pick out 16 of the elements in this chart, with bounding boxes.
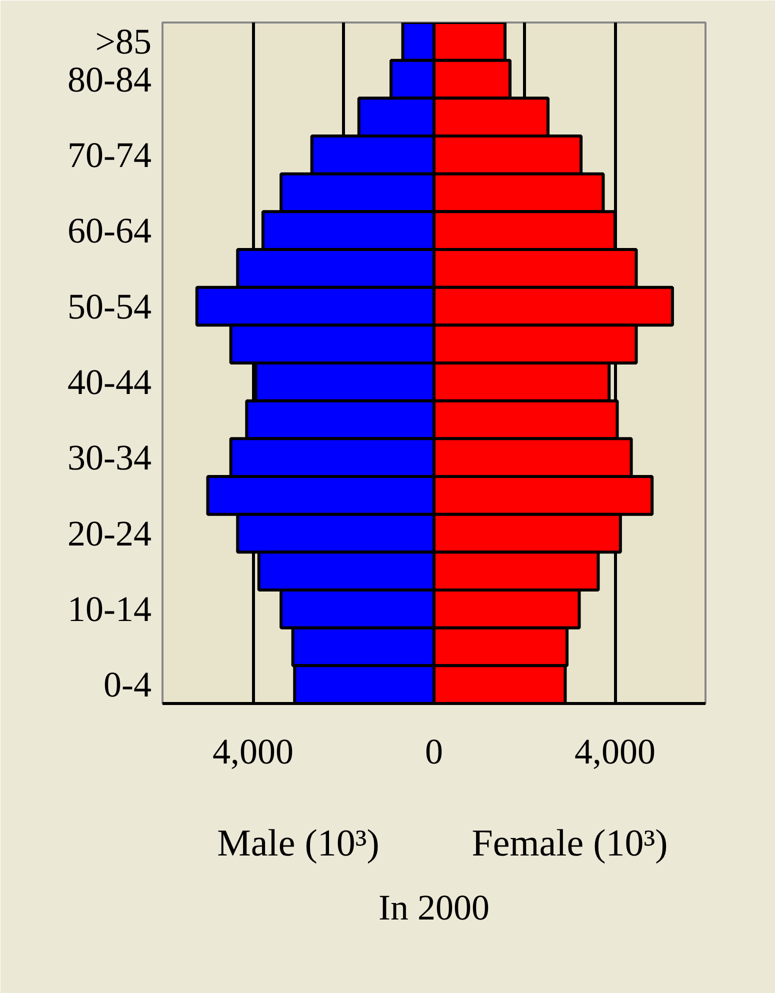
y-tick-label: 10-14 [68,588,152,629]
y-tick-label: 40-44 [68,362,152,402]
y-tick-label: 70-74 [68,134,152,175]
y-tick-label: 20-24 [68,513,152,554]
x-tick-label: 4,000 [212,732,294,772]
x-tick-label: 0 [425,732,443,772]
text: Female (10³) [472,822,668,864]
text: Male (10³) [217,822,380,864]
x-tick-label: 4,000 [574,732,656,772]
y-tick-label: 0-4 [104,664,152,705]
y-tick-label: 50-54 [68,286,152,326]
y-tick-label: 60-64 [68,210,152,251]
y-tick-label: >85 [95,21,152,62]
x-axis-title: In 2000 [378,888,490,928]
y-tick-label: 30-34 [68,438,152,478]
y-tick-label: 80-84 [68,59,152,100]
